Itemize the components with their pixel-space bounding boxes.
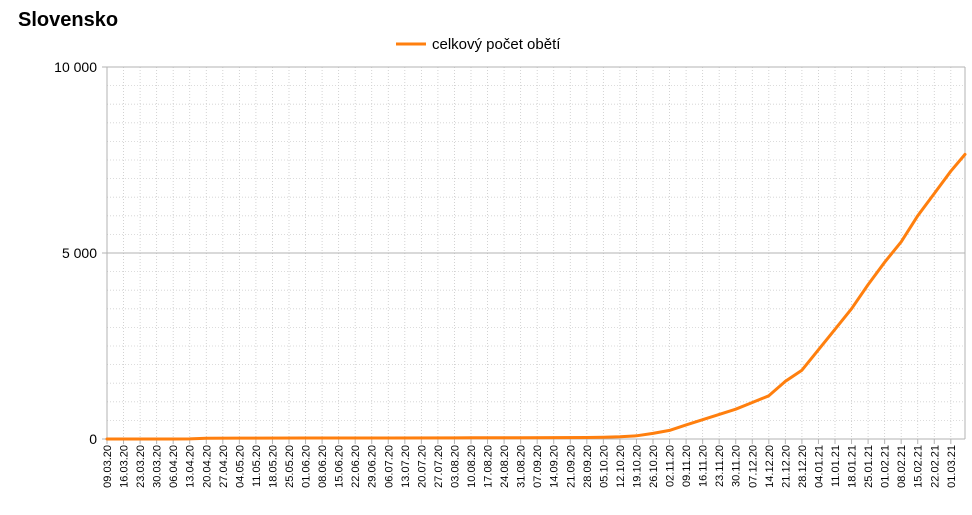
x-tick-label: 13.04.20 bbox=[185, 445, 197, 488]
x-tick-label: 22.02.21 bbox=[929, 445, 941, 488]
x-tick-label: 14.12.20 bbox=[764, 445, 776, 488]
x-tick-label: 06.04.20 bbox=[168, 445, 180, 488]
x-tick-label: 27.04.20 bbox=[218, 445, 230, 488]
legend-label: celkový počet obětí bbox=[432, 36, 561, 53]
x-tick-label: 22.06.20 bbox=[350, 445, 362, 488]
x-tick-label: 20.07.20 bbox=[416, 445, 428, 488]
grid-lines bbox=[102, 66, 965, 440]
y-tick-label: 0 bbox=[89, 431, 97, 447]
x-tick-label: 04.05.20 bbox=[234, 445, 246, 488]
y-axis-ticks: 0 5 000 10 000 bbox=[54, 59, 97, 447]
x-tick-label: 24.08.20 bbox=[499, 445, 511, 488]
axes bbox=[106, 67, 966, 439]
x-tick-label: 15.02.21 bbox=[913, 445, 925, 488]
legend: celkový počet obětí bbox=[396, 36, 561, 53]
x-tick-label: 30.11.20 bbox=[731, 445, 743, 487]
x-tick-label: 21.09.20 bbox=[565, 445, 577, 488]
x-tick-label: 11.05.20 bbox=[251, 445, 263, 487]
y-tick-label: 5 000 bbox=[62, 245, 97, 261]
x-axis-ticks: 09.03.20 16.03.20 23.03.20 30.03.20 06.04.20… bbox=[102, 439, 958, 488]
x-tick-label: 03.08.20 bbox=[449, 445, 461, 488]
x-tick-label: 27.07.20 bbox=[433, 445, 445, 488]
x-tick-label: 18.01.21 bbox=[847, 445, 859, 488]
x-tick-label: 28.09.20 bbox=[582, 445, 594, 488]
x-tick-label: 19.10.20 bbox=[631, 445, 643, 488]
x-tick-label: 25.01.21 bbox=[863, 445, 875, 488]
series-line bbox=[105, 152, 967, 441]
x-tick-label: 15.06.20 bbox=[334, 445, 346, 488]
x-tick-label: 16.11.20 bbox=[698, 445, 710, 487]
x-tick-label: 13.07.20 bbox=[400, 445, 412, 488]
x-tick-label: 23.11.20 bbox=[714, 445, 726, 487]
x-tick-label: 01.06.20 bbox=[301, 445, 313, 488]
x-tick-label: 04.01.21 bbox=[813, 445, 825, 488]
x-tick-label: 25.05.20 bbox=[284, 445, 296, 488]
x-tick-label: 21.12.20 bbox=[780, 445, 792, 488]
x-tick-label: 14.09.20 bbox=[549, 445, 561, 488]
x-tick-label: 29.06.20 bbox=[367, 445, 379, 488]
x-tick-label: 28.12.20 bbox=[797, 445, 809, 488]
x-tick-label: 06.07.20 bbox=[383, 445, 395, 488]
x-tick-label: 11.01.21 bbox=[830, 445, 842, 487]
x-tick-label: 10.08.20 bbox=[466, 445, 478, 488]
x-tick-label: 07.09.20 bbox=[532, 445, 544, 488]
x-tick-label: 18.05.20 bbox=[267, 445, 279, 488]
x-tick-label: 08.06.20 bbox=[317, 445, 329, 488]
series-lines bbox=[105, 152, 967, 441]
x-tick-label: 07.12.20 bbox=[747, 445, 759, 488]
x-tick-label: 12.10.20 bbox=[615, 445, 627, 488]
x-tick-label: 17.08.20 bbox=[483, 445, 495, 488]
x-tick-label: 31.08.20 bbox=[516, 445, 528, 488]
x-tick-label: 02.11.20 bbox=[665, 445, 677, 487]
x-tick-label: 09.11.20 bbox=[681, 445, 693, 487]
x-tick-label: 26.10.20 bbox=[648, 445, 660, 488]
x-tick-label: 08.02.21 bbox=[896, 445, 908, 488]
x-tick-label: 09.03.20 bbox=[102, 445, 114, 488]
x-tick-label: 01.03.21 bbox=[946, 445, 958, 488]
x-tick-label: 23.03.20 bbox=[135, 445, 147, 488]
x-tick-label: 05.10.20 bbox=[598, 445, 610, 488]
chart-title: Slovensko bbox=[18, 9, 119, 31]
x-tick-label: 20.04.20 bbox=[201, 445, 213, 488]
x-tick-label: 01.02.21 bbox=[880, 445, 892, 488]
x-tick-label: 16.03.20 bbox=[119, 445, 131, 488]
x-tick-label: 30.03.20 bbox=[152, 445, 164, 488]
y-tick-label: 10 000 bbox=[54, 59, 97, 75]
